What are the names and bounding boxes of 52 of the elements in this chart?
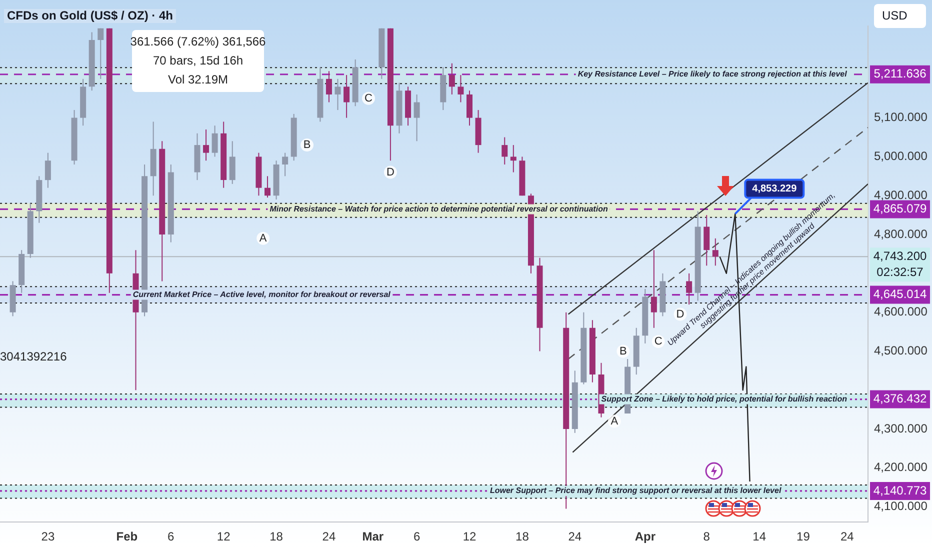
annotation: Minor Resistance – Watch for price action to determine potential reversal or continuation [270, 204, 608, 214]
x-tick-label: 24 [568, 530, 582, 544]
x-tick-label: 24 [322, 530, 336, 544]
x-tick-label: 24 [840, 530, 854, 544]
x-tick-label: 12 [216, 530, 231, 544]
y-tick-label: 4,500.000 [874, 344, 928, 358]
chart-title: CFDs on Gold (US$ / OZ) · 4h [7, 8, 173, 22]
annotation: Key Resistance Level – Price likely to face strong rejection at this level [578, 70, 848, 79]
x-tick-label: Mar [362, 530, 384, 544]
x-tick-label: 6 [413, 530, 420, 544]
x-tick-label: 8 [703, 530, 710, 544]
text: 02:32:57 [876, 264, 924, 279]
annotation: Vol 32.19M [168, 72, 228, 86]
annotation: Support Zone – Likely to hold price, potential for bullish reaction [601, 394, 848, 404]
x-tick-label: 18 [270, 530, 284, 544]
ref-line-label: 4,376.432 [873, 392, 928, 406]
annotation: Current Market Price – Active level, monitor for breakout or reversal [132, 290, 392, 300]
x-tick-label: 18 [516, 530, 530, 544]
annotation: B [620, 345, 627, 358]
x-tick-label: 12 [462, 530, 476, 544]
y-tick-label: 4,100.000 [874, 499, 928, 514]
annotation: 4,853.229 [752, 184, 798, 195]
annotation: A [610, 415, 619, 428]
ref-line-label: 4,140.773 [873, 483, 928, 498]
ref-line-label: 5,211.636 [874, 66, 927, 81]
ref-line-label: 4,743.200 [873, 248, 928, 263]
annotation: 70 bars, 15d 16h [152, 53, 244, 68]
y-tick-label: 4,200.000 [874, 460, 928, 474]
y-tick-label: 5,100.000 [874, 110, 928, 124]
annotation: 3041392216 [0, 349, 68, 364]
annotation: C [654, 336, 662, 348]
x-tick-label: 23 [41, 530, 55, 544]
x-tick-label: 14 [752, 530, 766, 544]
x-tick-label: 19 [796, 530, 810, 544]
annotation: 361.566 (7.62%) 361,566 [130, 34, 266, 48]
y-axis-title: USD [882, 8, 908, 22]
annotation: Lower Support – Price may find strong support or reversal at this lower level [490, 486, 782, 496]
x-tick-label: Feb [116, 530, 138, 544]
x-tick-label: 6 [168, 530, 175, 544]
ref-line-label: 4,865.079 [873, 202, 928, 216]
annotation: D [386, 166, 394, 178]
annotation: C [364, 92, 373, 104]
x-tick-label: Apr [634, 530, 656, 544]
y-tick-label: 4,300.000 [874, 421, 928, 436]
annotation: B [303, 139, 311, 152]
y-tick-label: 4,800.000 [874, 226, 928, 241]
ref-line-label: 4,645.014 [873, 287, 928, 302]
y-tick-label: 4,900.000 [874, 188, 928, 202]
y-tick-label: 5,000.000 [874, 149, 928, 164]
y-tick-label: 4,600.000 [874, 304, 928, 319]
annotation: A [259, 232, 268, 244]
annotation: D [676, 308, 684, 320]
